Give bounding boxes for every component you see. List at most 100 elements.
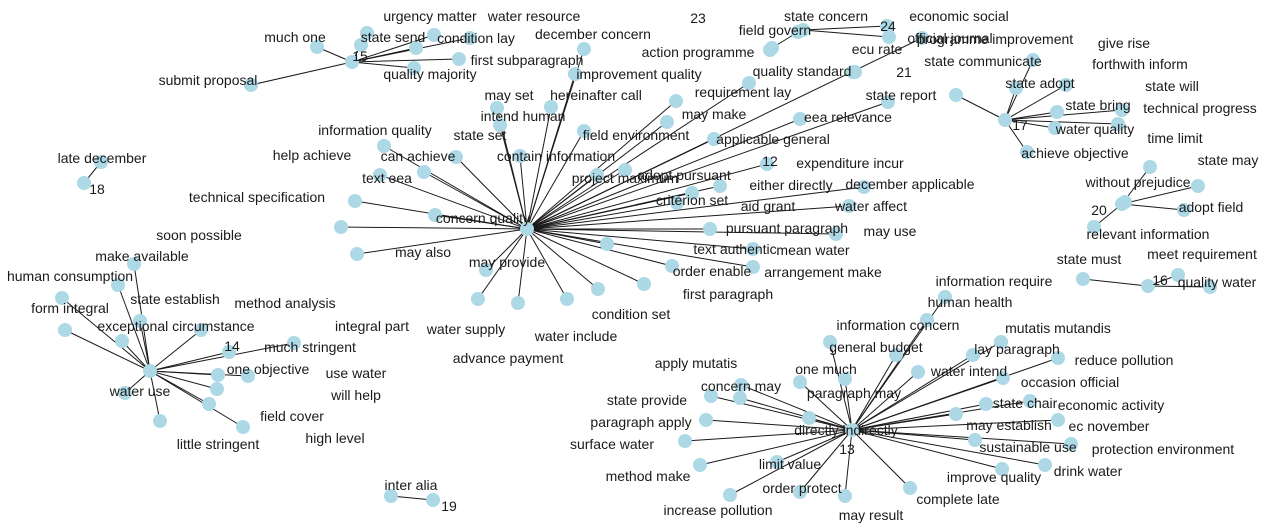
edge-17-forthwith-inform <box>1004 84 1067 121</box>
term-node-high-level <box>236 420 250 434</box>
term-label-water-quality: water quality <box>1055 121 1135 137</box>
edge-12-adopt-pursuant <box>526 169 626 230</box>
term-node-ecu-rate <box>846 65 860 79</box>
term-label-help-achieve: help achieve <box>273 147 352 163</box>
term-label-technical-specification: technical specification <box>189 189 325 205</box>
term-label-paragraph-apply: paragraph apply <box>590 414 691 430</box>
edge-24-official-journal <box>802 29 890 38</box>
hub-node-13 <box>845 423 859 437</box>
term-node-improvement-quality <box>568 67 582 81</box>
edge-13-water-intend <box>851 371 919 431</box>
term-label-quality-majority: quality majority <box>383 66 476 82</box>
term-node-human-health <box>920 313 934 327</box>
term-node-december-concern <box>463 31 477 45</box>
term-label-text-authentic: text authentic <box>693 241 776 257</box>
edge-13-human-health <box>851 319 928 431</box>
term-node-lay-paragraph <box>966 348 980 362</box>
term-label-state-concern: state concern <box>784 8 868 24</box>
term-label-state-will: state will <box>1145 78 1199 94</box>
edge-13-concern-may <box>740 384 853 431</box>
hub-label-17: 17 <box>1012 117 1028 133</box>
hub-node-24 <box>796 23 810 37</box>
term-node-mutatis-mutandis <box>994 335 1008 349</box>
term-label-order-protect: order protect <box>762 480 841 496</box>
term-label-text-eea: text eea <box>362 170 412 186</box>
term-node-give-rise <box>1026 53 1040 67</box>
term-node-state-bring <box>1050 105 1064 119</box>
edge-13-drink-water <box>851 429 1046 466</box>
term-label-one-objective: one objective <box>227 361 310 377</box>
term-label-give-rise: give rise <box>1098 35 1150 51</box>
edge-12-water-affect <box>526 205 850 230</box>
term-node-water-intend <box>911 365 925 379</box>
term-node-urgency-matter <box>360 26 374 40</box>
term-label-soon-possible: soon possible <box>156 227 242 243</box>
edge-12-may-provide <box>485 228 528 271</box>
hub-label-23: 23 <box>690 10 706 26</box>
term-node-arrangement-make <box>746 260 760 274</box>
edge-13-surface-water <box>684 429 853 442</box>
term-label-one-much: one much <box>795 361 856 377</box>
edge-12-requirement-lay <box>526 100 677 230</box>
edge-12-order-enable <box>526 228 673 267</box>
edge-12-can-achieve <box>423 171 528 230</box>
term-node-may-establish <box>949 407 963 421</box>
term-label-state-set: state set <box>454 127 507 143</box>
term-label-december-concern: december concern <box>535 26 651 42</box>
term-label-mutatis-mutandis: mutatis mutandis <box>1005 320 1111 336</box>
hub-node-15 <box>345 55 359 69</box>
edge-13-may-result <box>844 429 853 497</box>
term-label-field-govern: field govern <box>739 22 811 38</box>
term-label-lay-paragraph: lay paragraph <box>974 341 1060 357</box>
term-node-method-make <box>693 458 707 472</box>
term-label-much-stringent: much stringent <box>264 339 356 355</box>
term-node-paragraph-may <box>838 372 852 386</box>
term-label-condition-set: condition set <box>592 306 671 322</box>
term-label-exceptional-circumstance: exceptional circumstance <box>97 318 254 334</box>
term-label-state-chair: state chair <box>993 395 1058 411</box>
term-label-without-prejudice: without prejudice <box>1084 174 1190 190</box>
term-label-achieve-objective: achieve objective <box>1021 145 1129 161</box>
term-label-meet-requirement: meet requirement <box>1147 246 1257 262</box>
term-label-programme-improvement: programme improvement <box>917 31 1073 47</box>
term-node-concern-may <box>734 378 748 392</box>
edge-13-increase-pollution <box>729 429 853 496</box>
term-label-official-journal: official journal <box>907 30 992 46</box>
edge-12-may-use <box>526 228 837 235</box>
term-node-technical-progress <box>1111 117 1125 131</box>
term-label-project-maximum: project maximum <box>572 170 679 186</box>
term-node-may-make <box>660 115 674 129</box>
edge-24-economic-social <box>802 25 888 31</box>
term-node-state-communicate <box>949 88 963 102</box>
hub-label-19: 19 <box>441 498 457 514</box>
hub-node-18 <box>77 176 91 190</box>
edge-14-state-establish <box>139 320 151 372</box>
term-label-economic-social: economic social <box>909 8 1009 24</box>
term-label-may-also: may also <box>395 244 451 260</box>
term-label-concern-may: concern may <box>701 378 781 394</box>
edge-15-submit-proposal <box>250 61 353 86</box>
term-node-make-available <box>111 278 125 292</box>
edge-12-water-include <box>526 228 568 300</box>
term-label-ecu-rate: ecu rate <box>852 41 903 57</box>
term-label-field-cover: field cover <box>260 408 324 424</box>
term-label-surface-water: surface water <box>570 436 654 452</box>
term-node-meet-requirement <box>1171 268 1185 282</box>
term-label-information-quality: information quality <box>318 122 432 138</box>
term-label-may-use: may use <box>864 223 917 239</box>
term-node-either-directly <box>713 179 727 193</box>
term-node-forthwith-inform <box>1059 78 1073 92</box>
term-node-field-govern <box>763 43 777 57</box>
term-node-quality-water <box>1203 280 1217 294</box>
term-node-concern-quality <box>428 208 442 222</box>
term-label-form-integral: form integral <box>31 300 109 316</box>
term-node-limit-value <box>770 455 784 469</box>
term-node-one-much <box>793 375 807 389</box>
term-label-adopt-field: adopt field <box>1179 199 1244 215</box>
term-node-eea-relevance <box>793 112 807 126</box>
term-label-state-send: state send <box>361 29 426 45</box>
edge-12-water-supply <box>477 228 528 300</box>
term-node-integral-part <box>287 336 301 350</box>
edge-13-general-budget <box>851 354 897 431</box>
term-node-help-achieve <box>348 194 362 208</box>
